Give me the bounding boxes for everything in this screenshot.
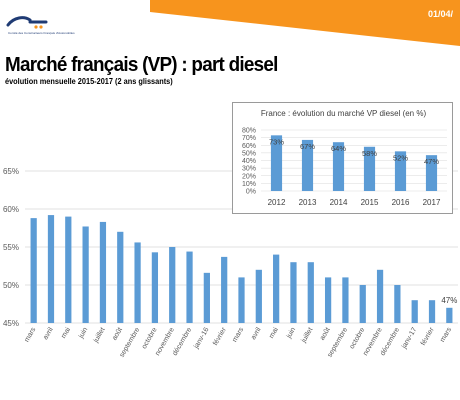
main-bar bbox=[290, 262, 297, 323]
main-data-label: 47% bbox=[441, 296, 457, 305]
inset-data-label: 67% bbox=[300, 142, 315, 151]
main-x-tick-label: mars bbox=[231, 326, 245, 343]
inset-x-tick-label: 2016 bbox=[392, 198, 410, 207]
main-bar bbox=[394, 285, 401, 323]
header-band bbox=[150, 0, 460, 46]
inset-bar bbox=[332, 142, 345, 191]
main-y-tick-label: 45% bbox=[3, 319, 19, 328]
inset-x-tick-label: 2013 bbox=[299, 198, 317, 207]
logo-caption: Comité des Constructeurs Français d'Auto… bbox=[8, 31, 75, 35]
main-bar bbox=[273, 254, 280, 323]
main-x-tick-label: mai bbox=[268, 326, 280, 340]
inset-chart-box: France : évolution du marché VP diesel (… bbox=[232, 102, 453, 214]
main-x-tick-label: octobre bbox=[349, 326, 367, 350]
page-title: Marché français (VP) : part diesel bbox=[5, 53, 278, 76]
main-x-tick-label: juillet bbox=[92, 326, 107, 344]
main-x-tick-label: octobre bbox=[141, 326, 159, 350]
header-orange-band bbox=[150, 0, 460, 46]
main-bar bbox=[221, 256, 228, 323]
main-bar bbox=[376, 269, 384, 323]
inset-y-tick-label: 40% bbox=[242, 158, 256, 165]
inset-bar bbox=[270, 135, 283, 191]
main-y-tick-label: 50% bbox=[3, 281, 19, 290]
inset-bar-chart: 0%10%20%30%40%50%60%70%80% 73% 2012 67% 2013… bbox=[242, 128, 447, 207]
main-x-tick-label: janv-17 bbox=[400, 326, 418, 350]
inset-y-tick-label: 20% bbox=[242, 173, 256, 180]
main-bar bbox=[307, 262, 314, 323]
main-bar bbox=[428, 300, 436, 323]
inset-x-tick-label: 2017 bbox=[423, 198, 441, 207]
inset-bar bbox=[425, 155, 438, 191]
inset-y-tick-label: 70% bbox=[242, 135, 256, 142]
main-x-tick-label: avril bbox=[42, 326, 55, 341]
inset-y-tick-label: 60% bbox=[242, 143, 256, 150]
main-bar bbox=[151, 252, 159, 323]
main-x-tick-label: mai bbox=[60, 326, 72, 340]
inset-y-tick-label: 10% bbox=[242, 181, 256, 188]
inset-chart-title: France : évolution du marché VP diesel (… bbox=[260, 109, 427, 118]
inset-x-tick-label: 2012 bbox=[268, 198, 286, 207]
main-bar bbox=[47, 215, 55, 323]
main-bar bbox=[30, 218, 37, 323]
main-bar bbox=[255, 269, 262, 323]
main-y-tick-label: 65% bbox=[3, 167, 19, 176]
main-bar bbox=[238, 277, 245, 323]
main-bar bbox=[117, 231, 124, 323]
inset-data-label: 64% bbox=[331, 144, 346, 153]
inset-bar bbox=[394, 151, 407, 191]
main-x-tick-label: juillet bbox=[300, 326, 315, 344]
inset-y-tick-label: 0% bbox=[246, 189, 256, 196]
main-x-tick-label: mars bbox=[439, 326, 453, 343]
inset-x-tick-label: 2015 bbox=[361, 198, 379, 207]
main-x-tick-label: mars bbox=[24, 326, 38, 343]
main-bar bbox=[446, 307, 453, 323]
inset-data-label: 73% bbox=[269, 137, 284, 146]
main-bar bbox=[186, 251, 193, 323]
main-x-tick-label: août bbox=[111, 326, 124, 341]
main-bar bbox=[324, 277, 332, 323]
main-bar bbox=[169, 247, 176, 323]
main-bar bbox=[411, 300, 418, 323]
inset-data-label: 52% bbox=[393, 153, 408, 162]
main-y-tick-label: 55% bbox=[3, 243, 19, 252]
inset-x-tick-label: 2014 bbox=[330, 198, 348, 207]
main-bar bbox=[359, 285, 366, 323]
main-x-tick-label: février bbox=[212, 326, 228, 347]
main-x-tick-label: juin bbox=[77, 326, 89, 340]
inset-bar bbox=[301, 139, 314, 191]
main-bar bbox=[82, 226, 89, 323]
main-x-tick-label: août bbox=[319, 326, 332, 341]
main-x-tick-label: avril bbox=[250, 326, 263, 341]
main-x-tick-label: février bbox=[420, 326, 436, 347]
page-subtitle: évolution mensuelle 2015-2017 (2 ans gli… bbox=[5, 77, 173, 86]
inset-data-label: 58% bbox=[362, 149, 377, 158]
inset-y-tick-label: 30% bbox=[242, 166, 256, 173]
main-bar bbox=[134, 242, 141, 323]
main-x-tick-label: janv-16 bbox=[193, 326, 211, 350]
main-bar bbox=[342, 277, 349, 323]
inset-y-tick-label: 80% bbox=[242, 128, 256, 135]
main-y-tick-label: 60% bbox=[3, 205, 19, 214]
inset-data-label: 47% bbox=[424, 157, 439, 166]
main-bar bbox=[65, 216, 72, 323]
header-date: 01/04/ bbox=[428, 9, 454, 19]
ccfa-logo bbox=[6, 16, 48, 29]
inset-y-tick-label: 50% bbox=[242, 150, 256, 157]
main-x-tick-label: juin bbox=[285, 326, 297, 340]
inset-bar bbox=[363, 146, 376, 191]
main-bar bbox=[99, 221, 107, 323]
main-bar bbox=[203, 272, 210, 323]
